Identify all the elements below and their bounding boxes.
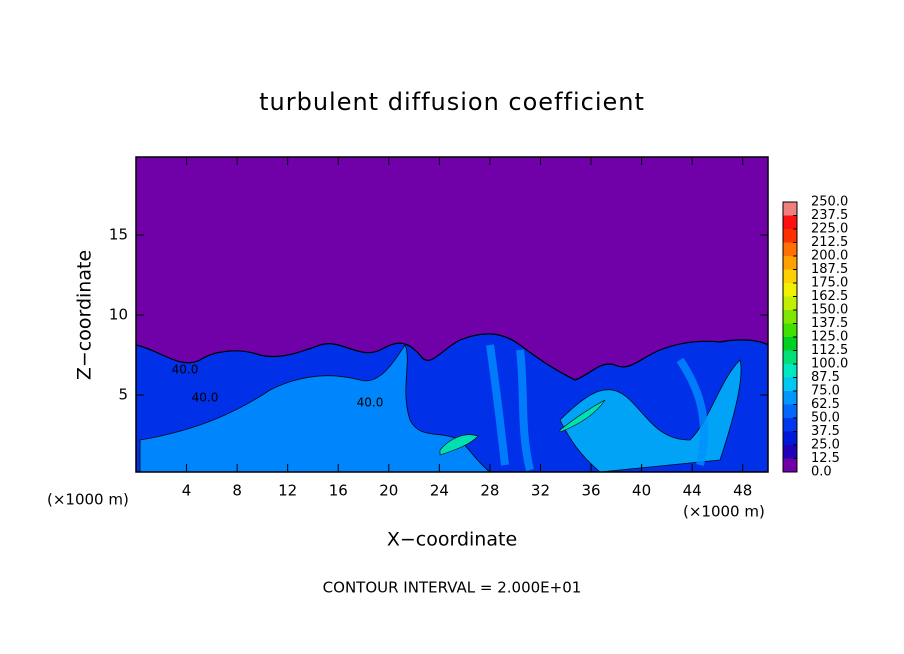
colorbar-label: 150.0: [811, 303, 848, 318]
x-unit: (×1000 m): [47, 491, 129, 509]
colorbar-band: [783, 445, 797, 459]
x-tick-label: 28: [480, 482, 499, 500]
colorbar-band: [783, 310, 797, 324]
colorbar-band: [783, 391, 797, 405]
colorbar-band: [783, 242, 797, 256]
colorbar-band: [783, 377, 797, 391]
colorbar-band: [783, 418, 797, 432]
colorbar-band: [783, 296, 797, 310]
colorbar-label: 162.5: [811, 289, 848, 304]
colorbar-band: [783, 364, 797, 378]
colorbar-label: 225.0: [811, 222, 848, 237]
colorbar-label: 137.5: [811, 316, 848, 331]
chart-title: turbulent diffusion coefficient: [259, 88, 645, 116]
colorbar-band: [783, 323, 797, 337]
x-tick-label: 20: [379, 482, 398, 500]
colorbar-label: 250.0: [811, 195, 848, 210]
colorbar-label: 187.5: [811, 262, 848, 277]
colorbar-band: [783, 269, 797, 283]
colorbar-label: 237.5: [811, 208, 848, 223]
x-tick-label: 40: [632, 482, 651, 500]
x-tick-label: 4: [182, 482, 192, 500]
colorbar-label: 200.0: [811, 249, 848, 264]
colorbar-band: [783, 283, 797, 297]
y-tick-label: 10: [109, 306, 128, 324]
field: [136, 157, 768, 472]
colorbar-band: [783, 256, 797, 270]
colorbar-band: [783, 202, 797, 216]
x-tick-label: 48: [733, 482, 752, 500]
y-tick-label: 5: [118, 386, 128, 404]
contour-label: 40.0: [172, 363, 199, 377]
colorbar-label: 125.0: [811, 330, 848, 345]
contour-label: 40.0: [192, 391, 219, 405]
x-tick-label: 36: [581, 482, 600, 500]
colorbar-band: [783, 337, 797, 351]
colorbar-band: [783, 458, 797, 472]
colorbar-label: 62.5: [811, 397, 840, 412]
x-tick-label: 8: [232, 482, 242, 500]
y-axis-label: Z−coordinate: [74, 250, 96, 380]
x-axis-label: X−coordinate: [387, 529, 517, 551]
colorbar-label: 50.0: [811, 411, 840, 426]
colorbar-label: 12.5: [811, 451, 840, 466]
colorbar-band: [783, 431, 797, 445]
colorbar-label: 100.0: [811, 357, 848, 372]
field-streak: [439, 399, 606, 456]
colorbar-label: 87.5: [811, 370, 840, 385]
colorbar-label: 0.0: [811, 465, 832, 480]
colorbar-label: 37.5: [811, 424, 840, 439]
x-tick-label: 16: [329, 482, 348, 500]
y-tick-label: 15: [109, 226, 128, 244]
colorbar-label: 75.0: [811, 384, 840, 399]
colorbar-band: [783, 404, 797, 418]
colorbar-band: [783, 229, 797, 243]
x-unit: (×1000 m): [683, 503, 765, 521]
colorbar-band: [783, 215, 797, 229]
field-streak: [486, 344, 708, 471]
colorbar: 0.012.525.037.550.062.575.087.5100.0112.…: [782, 195, 848, 480]
colorbar-label: 175.0: [811, 276, 848, 291]
x-tick-label: 44: [683, 482, 702, 500]
x-tick-label: 32: [531, 482, 550, 500]
colorbar-label: 25.0: [811, 438, 840, 453]
contour-label: 40.0: [357, 396, 384, 410]
colorbar-label: 112.5: [811, 343, 848, 358]
footnote: CONTOUR INTERVAL = 2.000E+01: [323, 579, 582, 597]
colorbar-band: [783, 350, 797, 364]
colorbar-label: 212.5: [811, 235, 848, 250]
x-tick-label: 24: [430, 482, 449, 500]
x-tick-label: 12: [278, 482, 297, 500]
